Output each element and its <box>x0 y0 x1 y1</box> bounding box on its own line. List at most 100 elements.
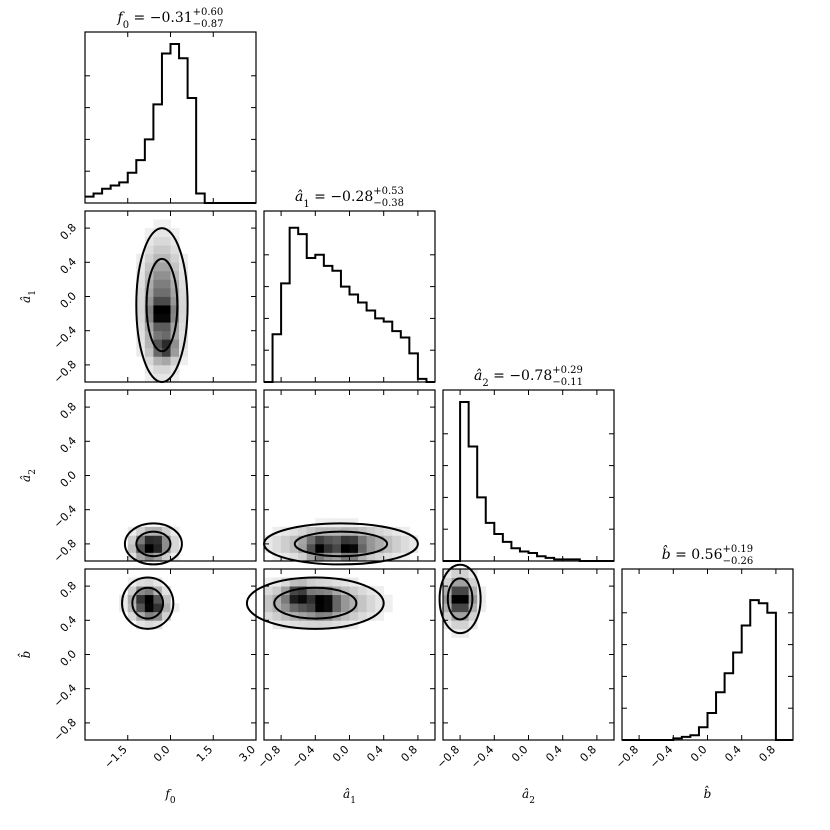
density-cell <box>272 552 282 562</box>
density-cell <box>289 577 299 587</box>
density-cell <box>179 287 188 297</box>
y-tick-label: 0.4 <box>58 434 80 456</box>
density-cell <box>281 526 291 536</box>
density-cell <box>170 330 180 340</box>
density-cell <box>153 364 163 374</box>
density-cell <box>119 603 129 613</box>
axis-label: â2 <box>522 787 535 806</box>
density-cell <box>289 543 299 553</box>
y-tick-label: 0.0 <box>58 468 80 490</box>
x-tick-label: 0.8 <box>577 743 599 765</box>
density-panel-f0-a2 <box>123 522 183 566</box>
density-cell <box>264 535 273 545</box>
density-cell <box>306 594 316 604</box>
density-cell <box>161 611 171 621</box>
density-cell <box>272 526 282 536</box>
density-cell <box>161 262 171 272</box>
density-cell <box>153 620 163 630</box>
density-cell <box>144 236 154 246</box>
density-cell <box>451 603 461 613</box>
density-cell <box>451 586 461 596</box>
x-tick-label: 0.4 <box>364 743 386 765</box>
density-cell <box>153 347 163 357</box>
density-cell <box>323 586 333 596</box>
density-cell <box>153 603 163 613</box>
density-panel-a1-b <box>245 576 393 630</box>
density-cell <box>170 305 180 314</box>
density-cell <box>358 552 367 562</box>
density-cell <box>144 373 154 383</box>
density-cell <box>281 586 291 596</box>
density-cell <box>179 279 188 289</box>
density-cell <box>392 543 402 553</box>
density-cell <box>272 594 282 604</box>
density-cell <box>136 526 146 536</box>
y-tick-label: −0.8 <box>51 716 79 744</box>
density-cell <box>281 577 291 587</box>
histogram-title: b̂ = 0.56+0.19 −0.26 <box>662 544 754 567</box>
density-cell <box>443 577 452 587</box>
density-cell <box>153 373 163 383</box>
axis-label: â1 <box>343 787 356 806</box>
density-cell <box>383 526 393 536</box>
density-cell <box>161 236 171 246</box>
density-cell <box>298 611 308 621</box>
density-cell <box>161 526 171 536</box>
x-tick-label: −0.4 <box>289 743 317 771</box>
density-cell <box>468 577 478 587</box>
density-cell <box>264 594 273 604</box>
density-cell <box>306 620 316 630</box>
density-cell <box>340 594 350 604</box>
histogram-panel-a2 <box>443 401 614 562</box>
density-cell <box>315 611 325 621</box>
density-cell <box>153 236 163 246</box>
y-tick-label: 0.8 <box>58 579 80 601</box>
contour-inner <box>293 530 389 558</box>
density-cell <box>340 543 350 553</box>
density-cell <box>451 569 461 578</box>
panel-frame <box>84 31 257 204</box>
contour-inner <box>131 586 165 620</box>
density-cell <box>460 603 470 613</box>
density-cell <box>306 535 316 545</box>
contour-outer <box>121 576 175 630</box>
density-cell <box>170 253 180 263</box>
density-cell <box>409 535 419 545</box>
density-cell <box>340 603 350 613</box>
axis-label: â2 <box>19 469 38 482</box>
y-tick-label: 0.4 <box>58 255 80 277</box>
density-cell <box>383 543 393 553</box>
density-cell <box>400 552 410 562</box>
density-cell <box>161 603 171 613</box>
contour-outer <box>438 563 482 635</box>
density-cell <box>144 322 154 332</box>
density-cell <box>375 552 385 562</box>
density-cell <box>375 594 385 604</box>
density-cell <box>392 526 402 536</box>
density-cell <box>264 577 273 587</box>
y-tick-label: −0.4 <box>51 682 79 710</box>
density-cell <box>144 279 154 289</box>
density-cell <box>144 339 154 349</box>
density-cell <box>170 339 180 349</box>
density-cell <box>358 543 367 553</box>
density-cell <box>340 577 350 587</box>
y-tick-label: −0.8 <box>51 537 79 565</box>
density-cell <box>170 603 180 613</box>
density-cell <box>375 535 385 545</box>
density-cell <box>349 611 359 621</box>
density-cell <box>161 543 171 553</box>
density-cell <box>153 270 163 280</box>
density-cell <box>460 569 470 578</box>
density-cell <box>375 586 385 596</box>
density-cell <box>366 526 376 536</box>
x-tick-label: −0.8 <box>255 743 283 771</box>
x-tick-label: 0.8 <box>398 743 420 765</box>
histogram-step-line <box>85 43 256 204</box>
density-cell <box>443 586 452 596</box>
axis-label: f0 <box>164 787 175 806</box>
density-cell <box>170 347 180 357</box>
y-tick-label: −0.4 <box>51 324 79 352</box>
density-cell <box>281 594 291 604</box>
density-cell <box>443 603 452 613</box>
